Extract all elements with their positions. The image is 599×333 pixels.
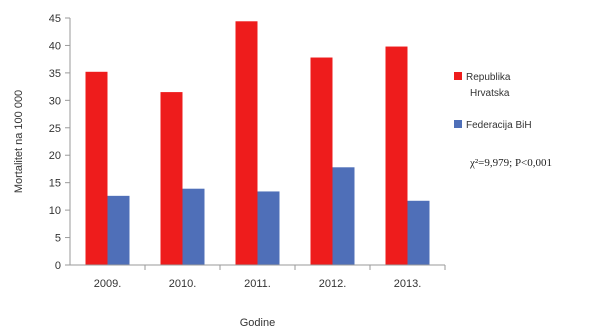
bar-federacija-bih-2009 [107,195,130,265]
bar-republika-hrvatska-2009 [85,71,108,266]
bar-republika-hrvatska-2012 [310,57,333,265]
bar-federacija-bih-2010 [182,188,205,265]
legend: Republika Hrvatska Federacija BiH [454,72,532,131]
y-tick-label: 15 [49,178,61,190]
legend-swatch-republika-hrvatska [454,72,462,80]
bar-federacija-bih-2012 [332,167,355,265]
legend-swatch-federacija-bih [454,120,462,128]
y-axis-title: Mortalitet na 100 000 [13,90,25,193]
y-tick-label: 20 [49,150,61,162]
x-tick-label: 2013. [394,278,422,290]
x-tick-label: 2012. [319,278,347,290]
y-tick-label: 45 [49,13,61,25]
chi-square-annotation: χ²=9,979; P<0,001 [469,157,552,169]
y-tick-label: 25 [49,123,61,135]
x-axis-ticks: 2009. 2010. 2011. 2012. 2013. [94,265,446,290]
x-tick-label: 2011. [244,278,271,290]
y-tick-label: 10 [49,205,61,217]
legend-label-federacija-bih: Federacija BiH [466,120,532,131]
bar-federacija-bih-2011 [257,191,280,265]
bar-republika-hrvatska-2011 [235,21,258,265]
y-tick-label: 5 [55,233,61,245]
y-tick-label: 30 [49,95,61,107]
bar-republika-hrvatska-2013 [385,46,408,265]
bar-republika-hrvatska-2010 [160,92,183,265]
x-tick-label: 2010. [169,278,197,290]
bars [85,21,430,266]
y-tick-label: 40 [49,40,61,52]
x-tick-label: 2009. [94,278,122,290]
legend-label-republika-hrvatska: Republika Hrvatska [466,72,511,99]
y-tick-label: 35 [49,68,61,80]
x-axis-title: Godine [240,317,275,329]
y-axis-ticks: 0 5 10 15 20 25 30 35 40 45 [49,13,70,272]
y-tick-label: 0 [55,260,61,272]
bar-federacija-bih-2013 [407,200,430,265]
